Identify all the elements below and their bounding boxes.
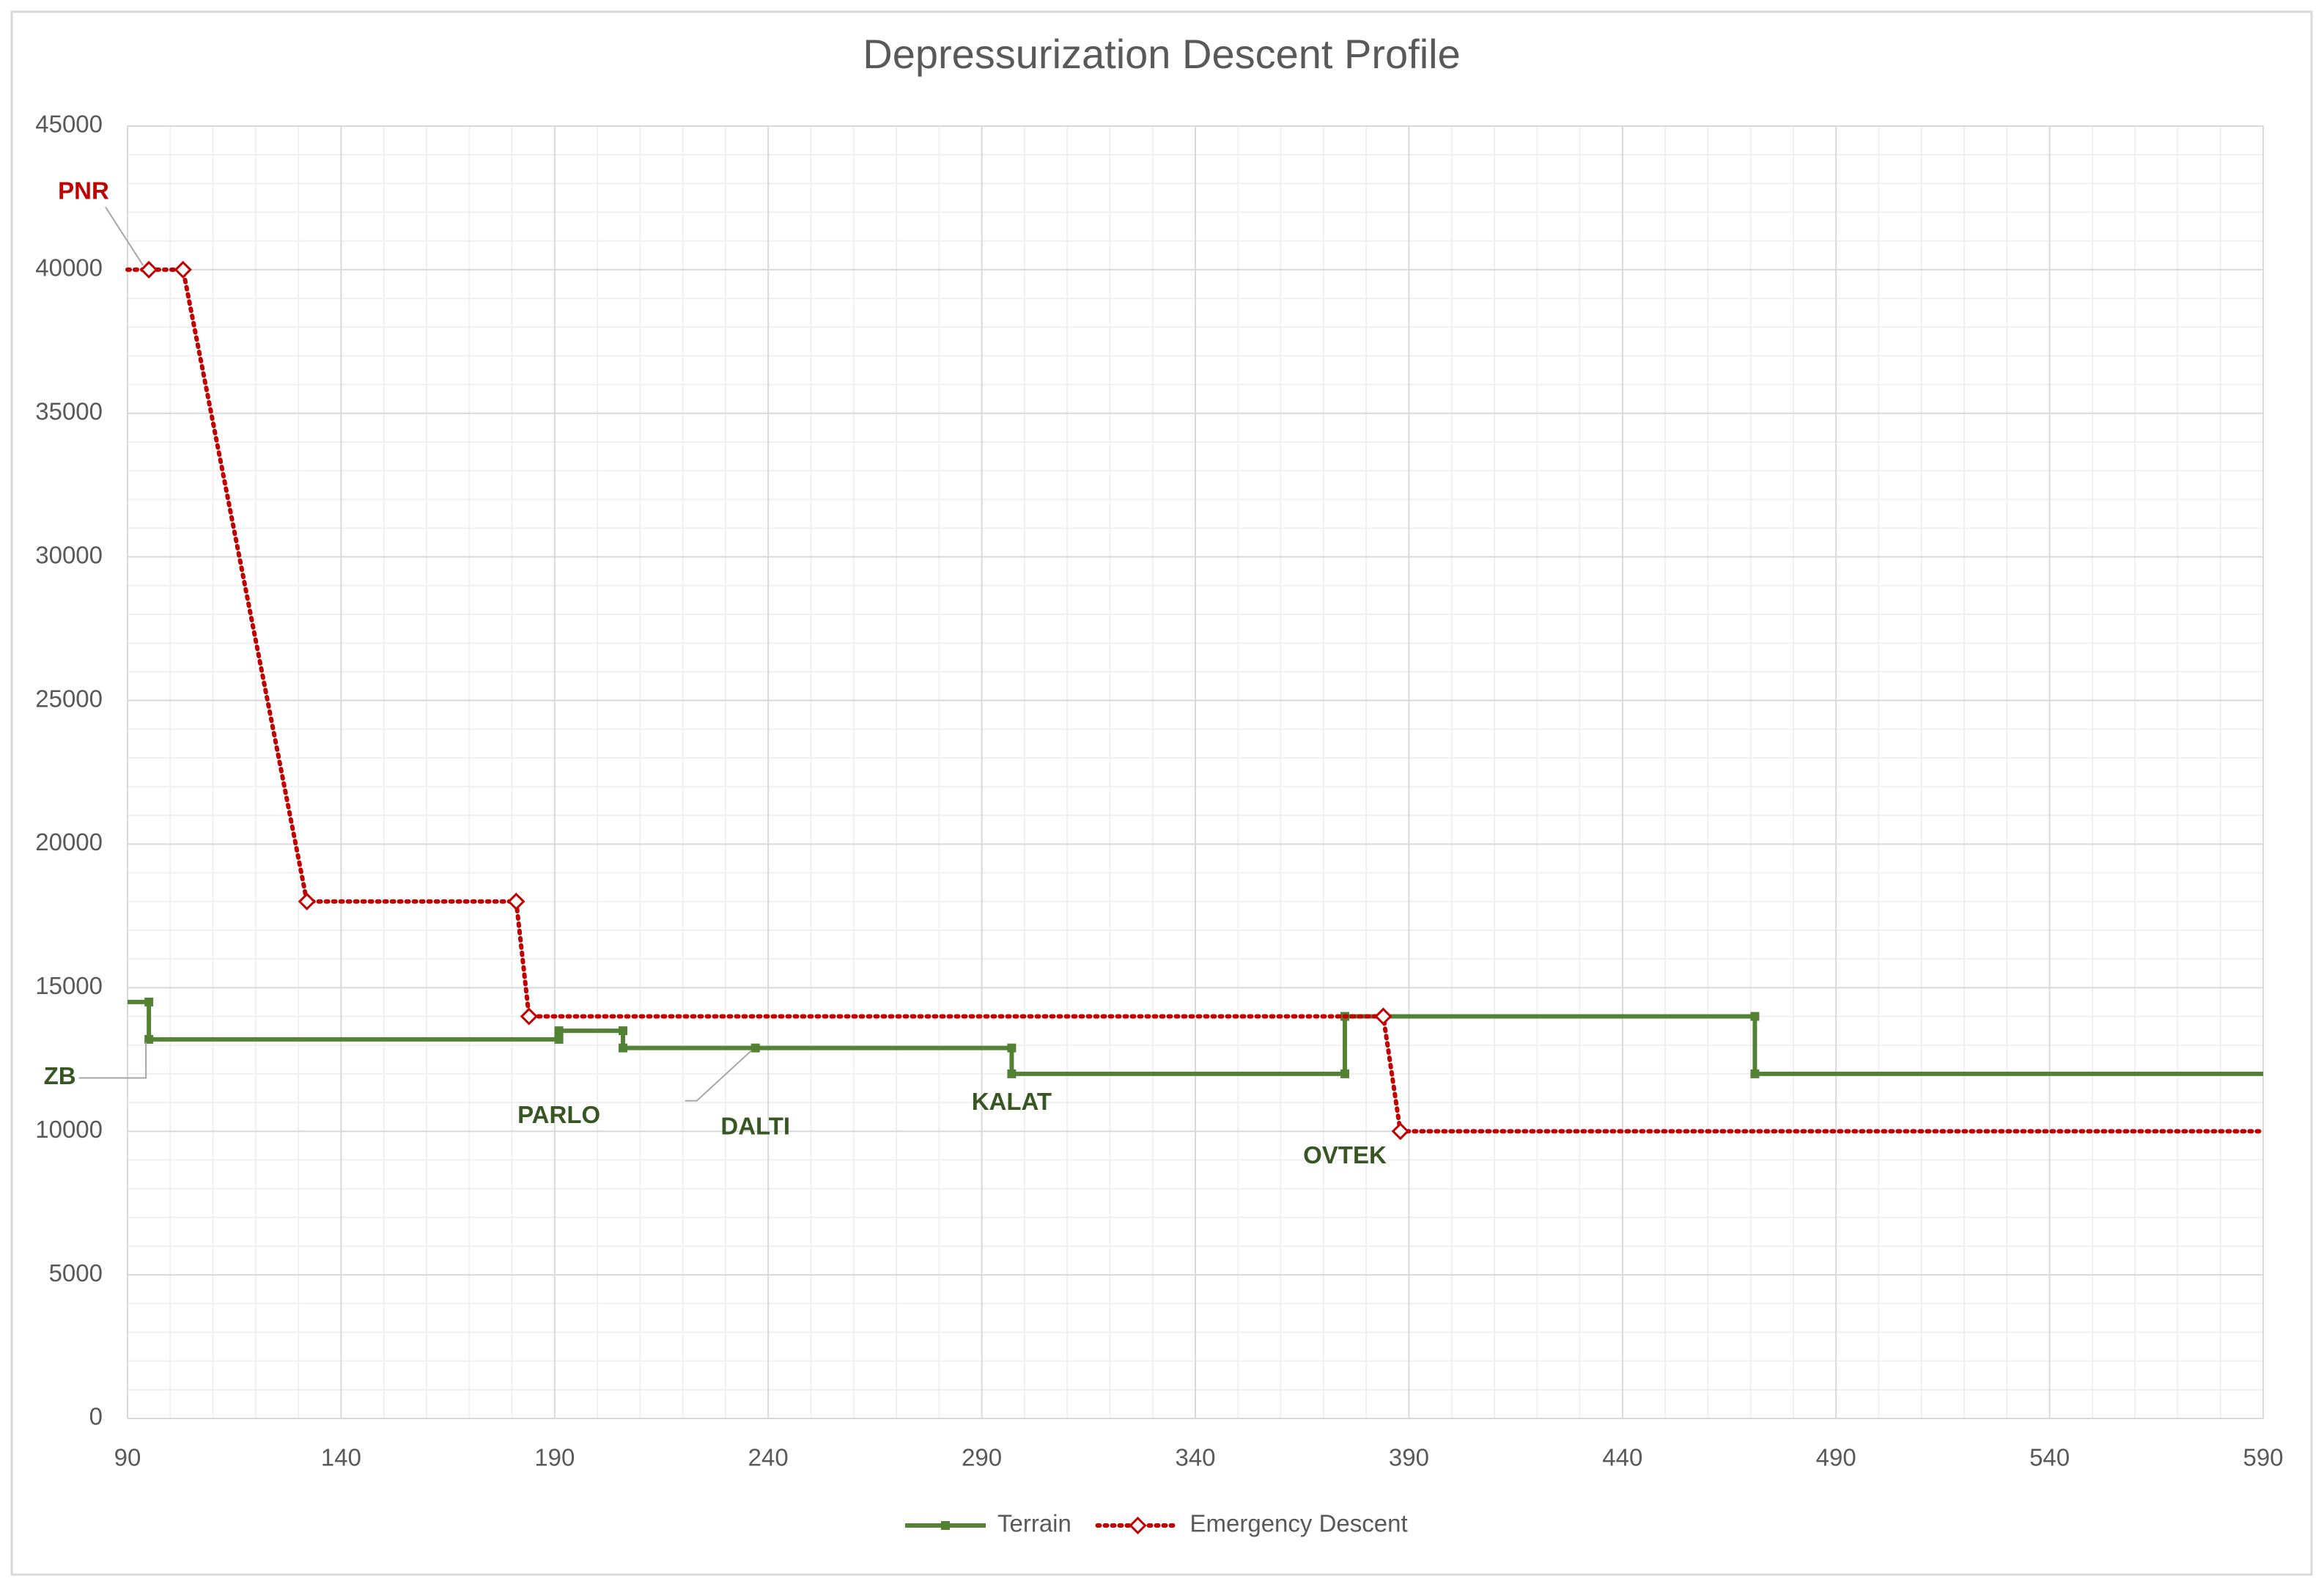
data-label: PARLO [517,1101,600,1128]
data-label: DALTI [720,1113,790,1140]
data-label: KALAT [972,1088,1052,1115]
leader-line [105,206,144,266]
x-tick-label: 240 [748,1444,789,1471]
x-tick-label: 90 [114,1444,141,1471]
data-point [1374,1007,1392,1026]
data-point [1750,1069,1760,1078]
data-point [507,892,525,910]
legend-marker [1129,1516,1147,1535]
x-tick-label: 190 [534,1444,575,1471]
x-tick-label: 390 [1389,1444,1429,1471]
y-tick-label: 35000 [35,397,103,424]
data-point [1750,1012,1760,1021]
x-tick-label: 490 [1816,1444,1856,1471]
data-point [140,260,158,279]
x-tick-label: 290 [962,1444,1002,1471]
data-point [554,1034,564,1044]
data-point [1007,1069,1017,1078]
chart-title: Depressurization Descent Profile [863,31,1460,77]
data-point [298,892,316,910]
data-point [619,1043,628,1053]
y-tick-label: 30000 [35,541,103,568]
leader-line [78,1042,147,1079]
leader-line [685,1050,752,1102]
data-label: PNR [58,177,109,204]
data-point [1340,1069,1349,1078]
y-tick-label: 40000 [35,254,103,281]
x-tick-label: 140 [321,1444,361,1471]
legend-label: Terrain [997,1510,1071,1537]
y-tick-label: 0 [89,1403,103,1430]
x-tick-label: 590 [2243,1444,2283,1471]
data-point [520,1007,538,1026]
data-point [144,997,154,1006]
legend-label: Emergency Descent [1190,1510,1408,1537]
data-label: OVTEK [1303,1141,1387,1168]
data-point [619,1026,628,1036]
data-point [1007,1043,1017,1053]
data-point [144,1034,154,1044]
data-point [174,260,192,279]
x-tick-label: 440 [1602,1444,1642,1471]
y-tick-label: 25000 [35,685,103,712]
legend-marker [941,1521,950,1530]
data-point [554,1026,564,1036]
x-tick-label: 540 [2029,1444,2070,1471]
data-point [1391,1122,1409,1141]
y-tick-label: 10000 [35,1116,103,1143]
y-tick-label: 45000 [35,111,103,138]
x-tick-label: 340 [1175,1444,1215,1471]
y-tick-label: 15000 [35,972,103,999]
y-tick-label: 5000 [49,1259,103,1287]
data-point [750,1043,760,1053]
y-tick-label: 20000 [35,828,103,855]
chart-border [10,10,2313,1576]
data-label: ZB [44,1062,76,1089]
